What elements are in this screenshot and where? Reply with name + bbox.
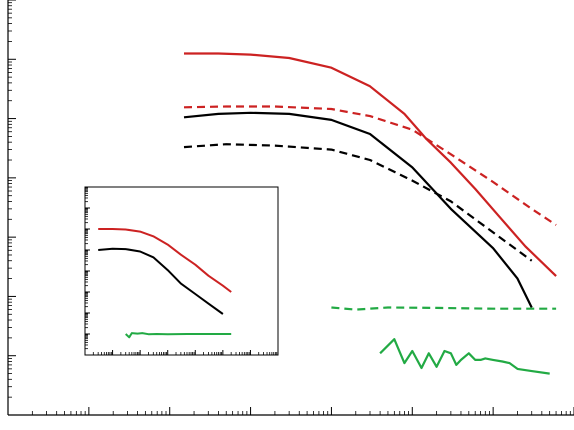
- inset-series-red-solid-line: [98, 228, 232, 293]
- main-series-black-solid-line: [183, 111, 533, 308]
- inset-plot-area: [84, 186, 279, 356]
- inset-series-green-solid-line: [125, 332, 232, 339]
- inset-series-black-solid-line: [98, 247, 224, 315]
- main-series-green-dashed-line: [331, 306, 557, 311]
- main-series-green-solid-line: [379, 338, 550, 375]
- main-series-red-solid-line: [184, 52, 557, 277]
- main-series-red-dashed-line: [183, 105, 557, 226]
- main-series-black-dashed-line: [183, 143, 533, 262]
- inset-frame: [84, 186, 279, 356]
- main-plot-area: [7, 0, 574, 416]
